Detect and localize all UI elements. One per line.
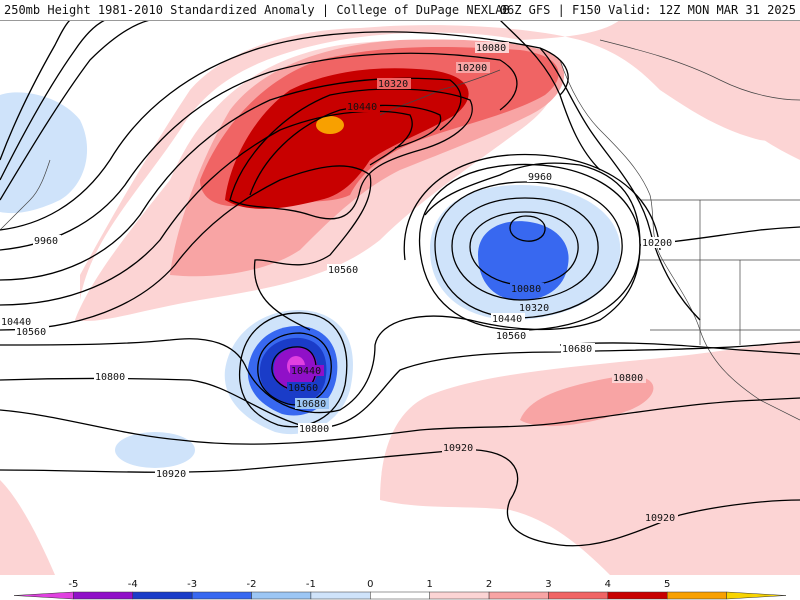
contour-label: 10320 (378, 79, 408, 90)
contour-label: 10920 (156, 469, 186, 480)
contour-label: 10440 (291, 366, 321, 377)
colorbar-tick-label: 4 (605, 579, 611, 590)
positive-anomaly-east (700, 20, 800, 160)
colorbar-tick-label: -2 (247, 579, 257, 590)
contour-label: 10440 (1, 317, 31, 328)
contour-label: 10800 (613, 373, 643, 384)
colorbar-tick-label: -4 (128, 579, 138, 590)
chart-header: 250mb Height 1981-2010 Standardized Anom… (0, 0, 800, 21)
colorbar-tick-label: -5 (68, 579, 78, 590)
colorbar-tick-labels: -5 -4 -3 -2 -1 0 1 2 3 4 5 (68, 579, 670, 590)
colorbar-swatches (13, 591, 787, 600)
contour-label: 10920 (443, 443, 473, 454)
negative-anomaly-sw (115, 432, 195, 468)
colorbar-swatch (548, 591, 609, 600)
contour-label: 10560 (288, 383, 318, 394)
colorbar-swatch (370, 591, 430, 600)
model-valid-time: 06Z GFS | F150 Valid: 12Z MON MAR 31 202… (499, 3, 796, 17)
contour-label: 10440 (347, 102, 377, 113)
contour-label: 10440 (492, 314, 522, 325)
colorbar-svg: -5 -4 -3 -2 -1 0 1 2 3 4 5 (13, 579, 787, 600)
contour-label: 9960 (528, 172, 552, 183)
contour-label: 10680 (562, 344, 592, 355)
colorbar-swatch (73, 591, 134, 600)
contour-label: 10680 (296, 399, 326, 410)
anomaly-plus2-south (520, 375, 654, 427)
colorbar-swatch (429, 591, 490, 600)
colorbar-swatch (607, 591, 668, 600)
anomaly-map: 10080 10200 10320 10440 9960 9960 10200 … (0, 20, 800, 575)
colorbar-swatch (726, 591, 787, 600)
coastlines (0, 39, 800, 421)
contour-label: 10560 (328, 265, 358, 276)
contour-label: 10080 (476, 43, 506, 54)
height-contours (0, 20, 800, 547)
contour-label: 10080 (511, 284, 541, 295)
colorbar-tick-label: -3 (187, 579, 197, 590)
colorbar-swatch (191, 591, 252, 600)
contour-labels: 10080 10200 10320 10440 9960 9960 10200 … (0, 42, 678, 524)
colorbar-swatch (310, 591, 371, 600)
contour-label: 10200 (457, 63, 487, 74)
colorbar-swatch (132, 591, 193, 600)
contour-label: 10560 (496, 331, 526, 342)
colorbar-tick-label: -1 (306, 579, 316, 590)
contour-label: 10800 (95, 372, 125, 383)
colorbar-tick-label: 5 (664, 579, 670, 590)
colorbar-tick-label: 1 (427, 579, 433, 590)
contour-label: 10560 (16, 327, 46, 338)
contour-label: 9960 (34, 236, 58, 247)
colorbar-tick-label: 0 (367, 579, 373, 590)
negative-anomaly-nw (0, 92, 88, 214)
positive-anomaly-west-strip (0, 480, 55, 575)
product-title: 250mb Height 1981-2010 Standardized Anom… (4, 3, 510, 17)
colorbar-tick-label: 2 (486, 579, 492, 590)
colorbar: -5 -4 -3 -2 -1 0 1 2 3 4 5 (0, 575, 800, 600)
anomaly-plus5 (316, 116, 344, 134)
contour-label: 10200 (642, 238, 672, 249)
contour-label: 10800 (299, 424, 329, 435)
positive-anomaly-south (380, 340, 800, 575)
anomaly-shading (0, 20, 800, 575)
colorbar-swatch (251, 591, 312, 600)
contour-label: 10320 (519, 303, 549, 314)
contour-label: 10920 (645, 513, 675, 524)
colorbar-swatch (488, 591, 549, 600)
colorbar-swatch (13, 591, 74, 600)
colorbar-swatch (666, 591, 727, 600)
colorbar-tick-label: 3 (545, 579, 551, 590)
